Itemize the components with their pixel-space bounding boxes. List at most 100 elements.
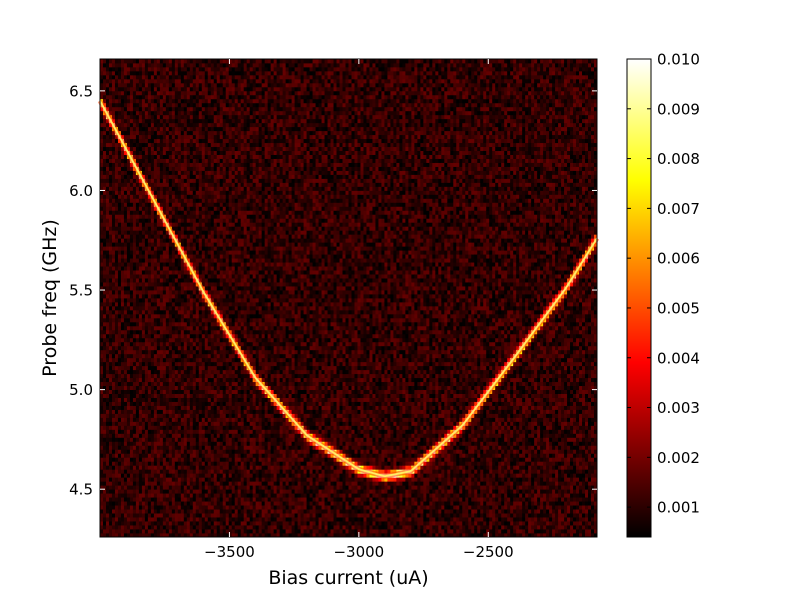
heatmap-cell <box>163 342 166 346</box>
heatmap-cell <box>166 406 169 410</box>
heatmap-cell <box>139 509 142 513</box>
heatmap-cell <box>190 75 193 79</box>
heatmap-cell <box>169 362 172 366</box>
heatmap-cell <box>121 425 124 429</box>
heatmap-cell <box>175 218 178 222</box>
heatmap-cell <box>106 286 109 290</box>
heatmap-cell <box>211 71 214 75</box>
heatmap-cell <box>115 334 118 338</box>
heatmap-cell <box>139 155 142 159</box>
heatmap-cell <box>175 386 178 390</box>
heatmap-cell <box>190 151 193 155</box>
heatmap-cell <box>124 242 127 246</box>
heatmap-cell <box>148 278 151 282</box>
heatmap-cell <box>130 222 133 226</box>
heatmap-cell <box>136 87 139 91</box>
heatmap-cell <box>118 394 121 398</box>
heatmap-cell <box>130 226 133 230</box>
heatmap-cell <box>175 314 178 318</box>
heatmap-cell <box>187 67 190 71</box>
heatmap-cell <box>160 254 163 258</box>
heatmap-cell <box>199 250 202 254</box>
heatmap-cell <box>211 99 214 103</box>
heatmap-cell <box>103 258 106 262</box>
heatmap-cell <box>151 222 154 226</box>
heatmap-cell <box>142 214 145 218</box>
heatmap-cell <box>109 517 112 521</box>
heatmap-cell <box>163 525 166 529</box>
heatmap-cell <box>157 278 160 282</box>
heatmap-cell <box>124 342 127 346</box>
heatmap-cell <box>139 433 142 437</box>
heatmap-cell <box>223 230 226 234</box>
heatmap-cell <box>196 342 199 346</box>
heatmap-cell <box>166 179 169 183</box>
heatmap-cell <box>136 509 139 513</box>
heatmap-cell <box>103 218 106 222</box>
heatmap-cell <box>139 115 142 119</box>
heatmap-cell <box>130 501 133 505</box>
heatmap-cell <box>118 103 121 107</box>
heatmap-cell <box>220 278 223 282</box>
heatmap-cell <box>124 445 127 449</box>
heatmap-cell <box>202 206 205 210</box>
heatmap-cell <box>217 115 220 119</box>
heatmap-cell <box>145 155 148 159</box>
heatmap-cell <box>214 103 217 107</box>
heatmap-cell <box>172 155 175 159</box>
heatmap-cell <box>211 131 214 135</box>
heatmap-cell <box>199 194 202 198</box>
heatmap-cell <box>193 457 196 461</box>
heatmap-cell <box>118 521 121 525</box>
heatmap-cell <box>124 218 127 222</box>
heatmap-cell <box>163 306 166 310</box>
heatmap-cell <box>106 386 109 390</box>
heatmap-cell <box>106 441 109 445</box>
heatmap-cell <box>118 362 121 366</box>
heatmap-cell <box>217 258 220 262</box>
heatmap-cell <box>106 410 109 414</box>
heatmap-cell <box>205 214 208 218</box>
heatmap-cell <box>112 135 115 139</box>
heatmap-cell <box>220 425 223 429</box>
heatmap-cell <box>145 473 148 477</box>
heatmap-cell <box>121 509 124 513</box>
heatmap-cell <box>196 246 199 250</box>
heatmap-cell <box>220 414 223 418</box>
heatmap-cell <box>145 230 148 234</box>
heatmap-cell <box>118 119 121 123</box>
heatmap-cell <box>205 370 208 374</box>
heatmap-cell <box>211 410 214 414</box>
heatmap-cell <box>172 115 175 119</box>
heatmap-cell <box>154 489 157 493</box>
heatmap-cell <box>133 386 136 390</box>
heatmap-cell <box>196 83 199 87</box>
heatmap-cell <box>115 230 118 234</box>
heatmap-cell <box>133 127 136 131</box>
heatmap-cell <box>112 107 115 111</box>
heatmap-cell <box>130 190 133 194</box>
heatmap-cell <box>154 465 157 469</box>
heatmap-cell <box>160 75 163 79</box>
heatmap-cell <box>142 230 145 234</box>
heatmap-cell <box>169 314 172 318</box>
heatmap-cell <box>142 167 145 171</box>
heatmap-cell <box>100 155 103 159</box>
heatmap-cell <box>175 127 178 131</box>
heatmap-cell <box>169 402 172 406</box>
heatmap-cell <box>214 163 217 167</box>
heatmap-cell <box>121 350 124 354</box>
heatmap-cell <box>100 429 103 433</box>
heatmap-cell <box>181 378 184 382</box>
heatmap-cell <box>169 445 172 449</box>
heatmap-cell <box>112 198 115 202</box>
heatmap-cell <box>103 414 106 418</box>
heatmap-cell <box>109 230 112 234</box>
heatmap-cell <box>190 206 193 210</box>
heatmap-cell <box>208 342 211 346</box>
heatmap-cell <box>184 418 187 422</box>
heatmap-cell <box>208 314 211 318</box>
heatmap-cell <box>130 354 133 358</box>
heatmap-cell <box>214 489 217 493</box>
heatmap-cell <box>181 298 184 302</box>
